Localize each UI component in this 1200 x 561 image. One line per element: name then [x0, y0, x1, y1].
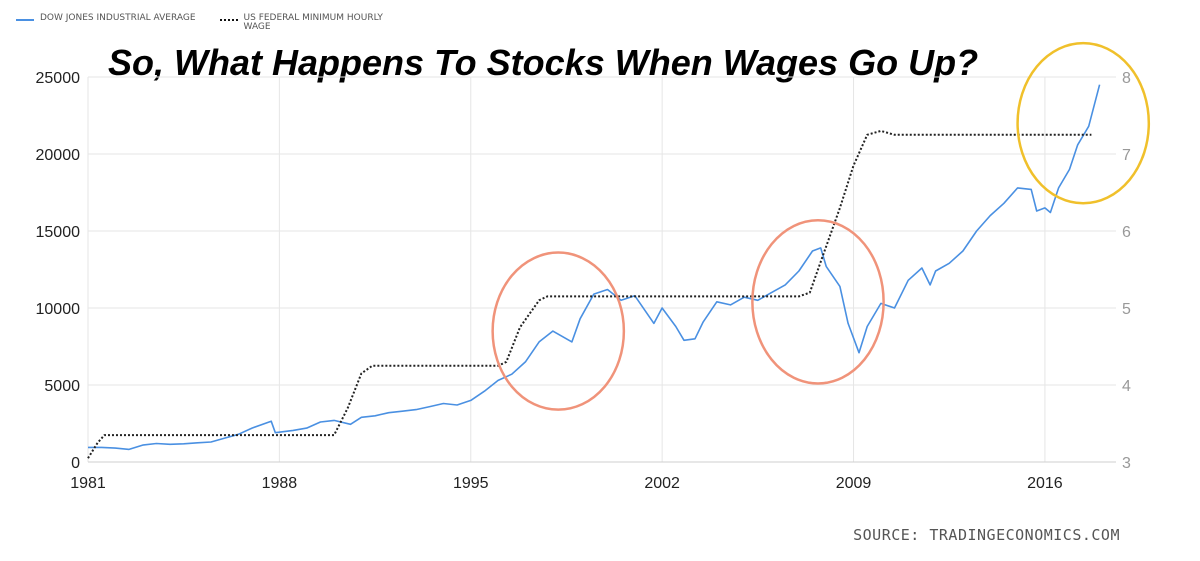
y-right-tick-label: 5: [1122, 301, 1131, 318]
y-right-tick-label: 6: [1122, 224, 1131, 241]
x-tick-label: 1988: [262, 475, 298, 492]
legend-swatch-wage: [219, 19, 238, 21]
chart-title: So, What Happens To Stocks When Wages Go…: [108, 42, 979, 83]
legend-item-wage[interactable]: US FEDERAL MINIMUM HOURLY WAGE: [219, 13, 383, 33]
legend-label-wage: US FEDERAL MINIMUM HOURLY WAGE: [243, 13, 383, 33]
x-tick-label: 1981: [70, 475, 106, 492]
legend-label-dow: DOW JONES INDUSTRIAL AVERAGE: [40, 13, 196, 23]
series-line-min-wage: [87, 129, 1092, 459]
y-left-tick-label: 10000: [36, 301, 81, 318]
x-tick-label: 2016: [1027, 475, 1063, 492]
annotation-ellipse: [1016, 41, 1151, 205]
annotation-ellipse: [491, 251, 626, 411]
y-left-tick-label: 20000: [36, 147, 81, 164]
y-left-tick-label: 15000: [36, 224, 81, 241]
y-right-tick-label: 7: [1122, 147, 1131, 164]
source-note: SOURCE: TRADINGECONOMICS.COM: [853, 526, 1120, 544]
legend-swatch-dow: [16, 19, 34, 21]
y-left-tick-label: 25000: [36, 70, 81, 87]
y-right-tick-label: 4: [1122, 378, 1131, 395]
annotation-ellipse: [751, 218, 885, 385]
y-left-tick-label: 5000: [44, 378, 80, 395]
series-line-dow: [88, 84, 1101, 451]
x-tick-label: 1995: [453, 475, 489, 492]
legend: DOW JONES INDUSTRIAL AVERAGE US FEDERAL …: [16, 13, 383, 33]
x-tick-label: 2009: [836, 475, 872, 492]
y-right-tick-label: 3: [1122, 455, 1131, 472]
y-left-tick-label: 0: [71, 455, 80, 472]
legend-item-dow[interactable]: DOW JONES INDUSTRIAL AVERAGE: [16, 13, 196, 33]
x-tick-label: 2002: [644, 475, 680, 492]
y-right-tick-label: 8: [1122, 70, 1131, 87]
